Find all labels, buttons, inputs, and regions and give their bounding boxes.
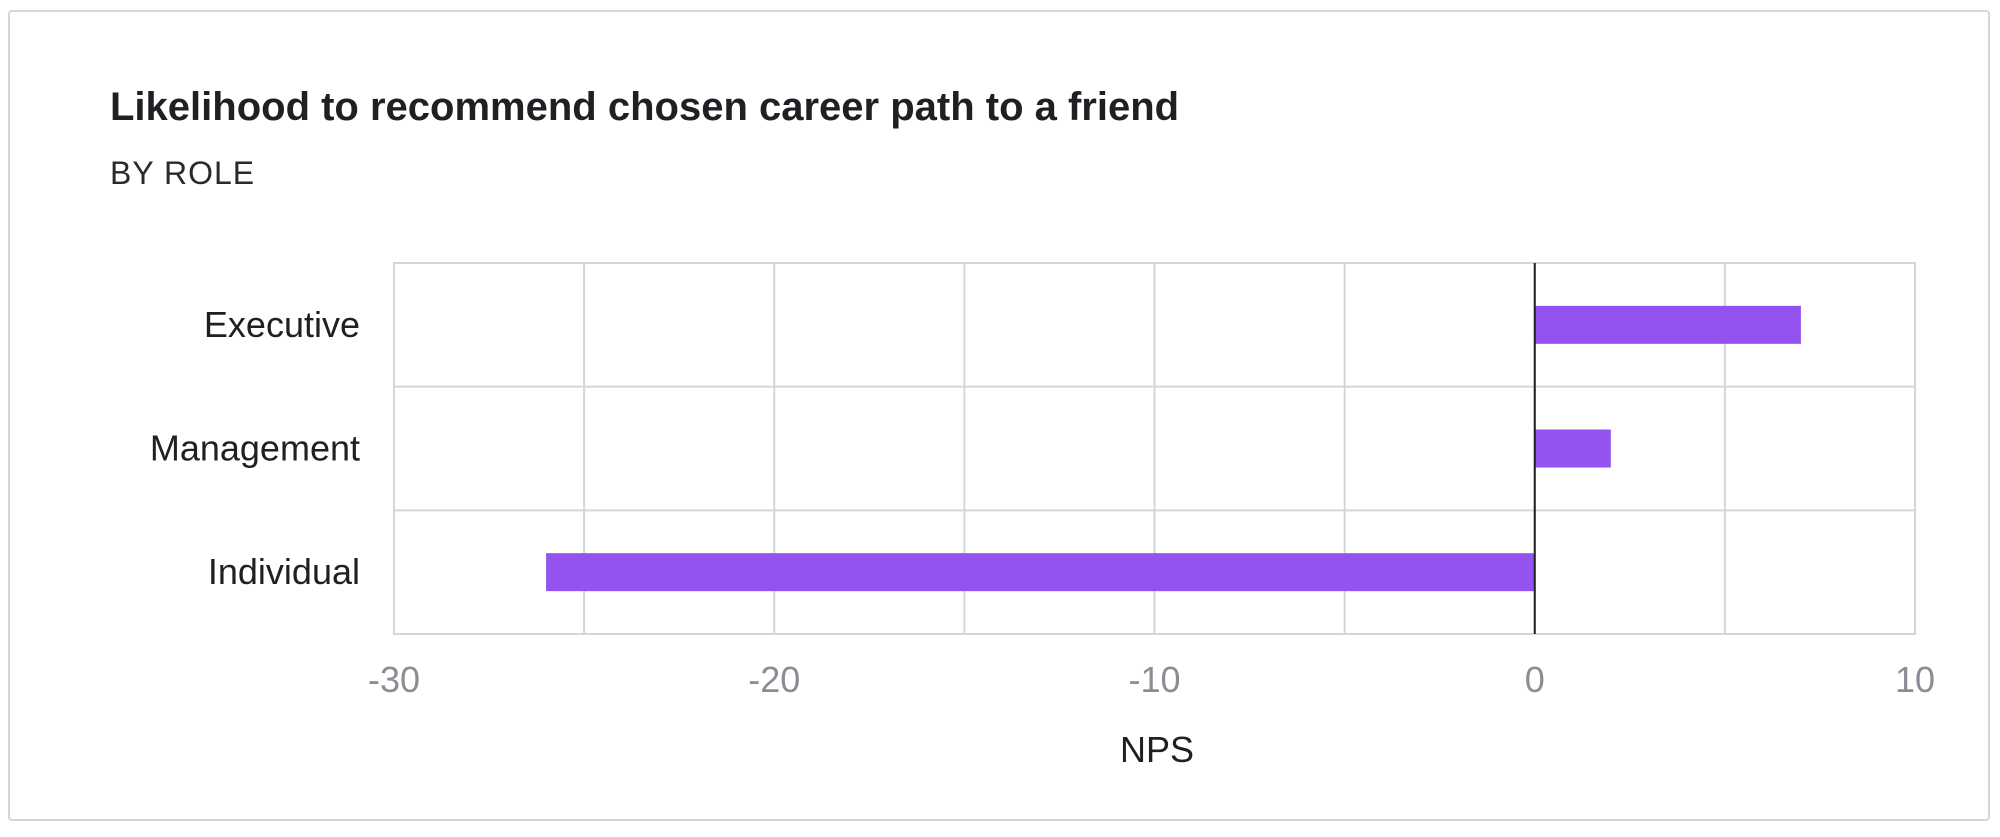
x-tick-label: -10 bbox=[1128, 659, 1180, 700]
bar-management bbox=[1534, 429, 1611, 468]
chart-subtitle: BY ROLE bbox=[110, 155, 256, 191]
bar-individual bbox=[546, 553, 1535, 592]
chart-card bbox=[8, 10, 1990, 821]
x-tick-label: 10 bbox=[1895, 659, 1935, 700]
x-tick-label: -20 bbox=[748, 659, 800, 700]
bar-executive bbox=[1534, 305, 1801, 344]
category-label: Executive bbox=[204, 304, 360, 345]
bar-layer bbox=[546, 305, 1801, 592]
category-label: Individual bbox=[208, 551, 360, 592]
x-tick-label: -30 bbox=[368, 659, 420, 700]
category-label: Management bbox=[150, 428, 360, 469]
chart-title: Likelihood to recommend chosen career pa… bbox=[110, 85, 1180, 129]
x-axis-title: NPS bbox=[1120, 729, 1194, 770]
label-layer: Executive Management Individual -30 -20 -10 0 1… bbox=[150, 304, 1935, 700]
x-tick-label: 0 bbox=[1525, 659, 1545, 700]
